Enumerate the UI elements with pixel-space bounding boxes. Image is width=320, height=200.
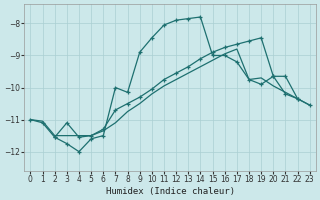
X-axis label: Humidex (Indice chaleur): Humidex (Indice chaleur) [106, 187, 235, 196]
